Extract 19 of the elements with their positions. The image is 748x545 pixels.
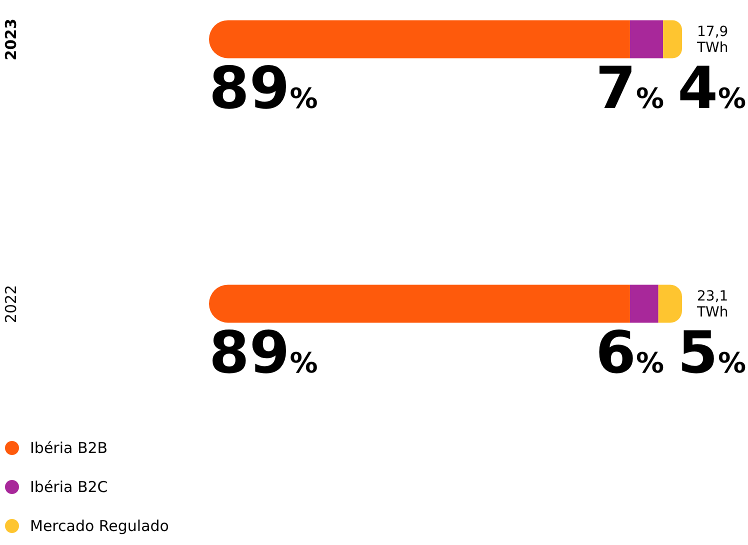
bar <box>208 20 630 58</box>
data-label: 4% <box>678 54 746 122</box>
y-tick-label: 2022 <box>2 284 20 324</box>
data-label: 89% <box>208 318 318 387</box>
legend-label: Ibéria B2C <box>30 478 108 496</box>
bar <box>658 284 682 323</box>
legend-label: Mercado Regulado <box>30 516 169 534</box>
data-label: 6% <box>596 318 664 387</box>
data-label: 7% <box>596 54 664 122</box>
bar <box>630 20 664 58</box>
bar <box>208 284 630 323</box>
y-tick-label: 2023 <box>2 18 20 60</box>
legend-label: Ibéria B2B <box>30 438 108 456</box>
data-label: 89% <box>208 54 318 122</box>
data-label: 5% <box>678 318 746 387</box>
bar <box>663 20 682 58</box>
text: 17,9 TWh <box>696 24 728 56</box>
bar <box>630 284 658 323</box>
text: 23,1 TWh <box>696 288 728 321</box>
